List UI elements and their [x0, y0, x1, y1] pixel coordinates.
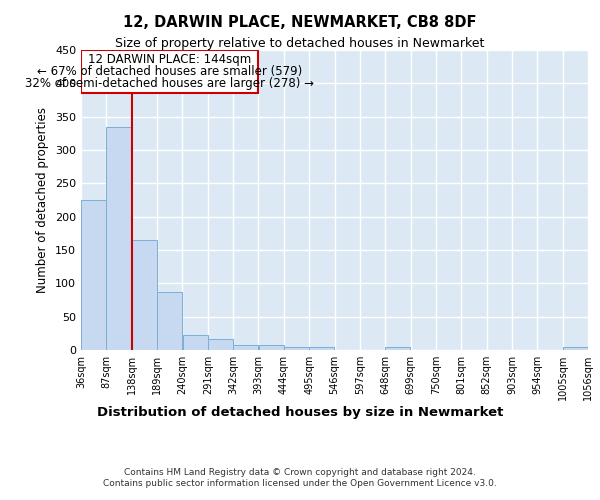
Bar	[132, 240, 157, 350]
Bar	[208, 338, 233, 350]
Bar	[259, 346, 284, 350]
Bar	[284, 346, 309, 350]
Bar	[563, 346, 588, 350]
Text: Size of property relative to detached houses in Newmarket: Size of property relative to detached ho…	[115, 38, 485, 51]
Bar	[233, 346, 259, 350]
Text: Distribution of detached houses by size in Newmarket: Distribution of detached houses by size …	[97, 406, 503, 419]
FancyBboxPatch shape	[81, 50, 259, 94]
Bar	[182, 334, 208, 350]
Text: Contains HM Land Registry data © Crown copyright and database right 2024.
Contai: Contains HM Land Registry data © Crown c…	[103, 468, 497, 487]
Bar	[81, 200, 106, 350]
Bar	[157, 292, 182, 350]
Y-axis label: Number of detached properties: Number of detached properties	[37, 107, 49, 293]
Text: 12 DARWIN PLACE: 144sqm: 12 DARWIN PLACE: 144sqm	[88, 53, 251, 66]
Bar	[385, 346, 410, 350]
Text: 12, DARWIN PLACE, NEWMARKET, CB8 8DF: 12, DARWIN PLACE, NEWMARKET, CB8 8DF	[123, 15, 477, 30]
Bar	[106, 126, 131, 350]
Text: ← 67% of detached houses are smaller (579): ← 67% of detached houses are smaller (57…	[37, 65, 302, 78]
Bar	[309, 346, 334, 350]
Text: 32% of semi-detached houses are larger (278) →: 32% of semi-detached houses are larger (…	[25, 78, 314, 90]
